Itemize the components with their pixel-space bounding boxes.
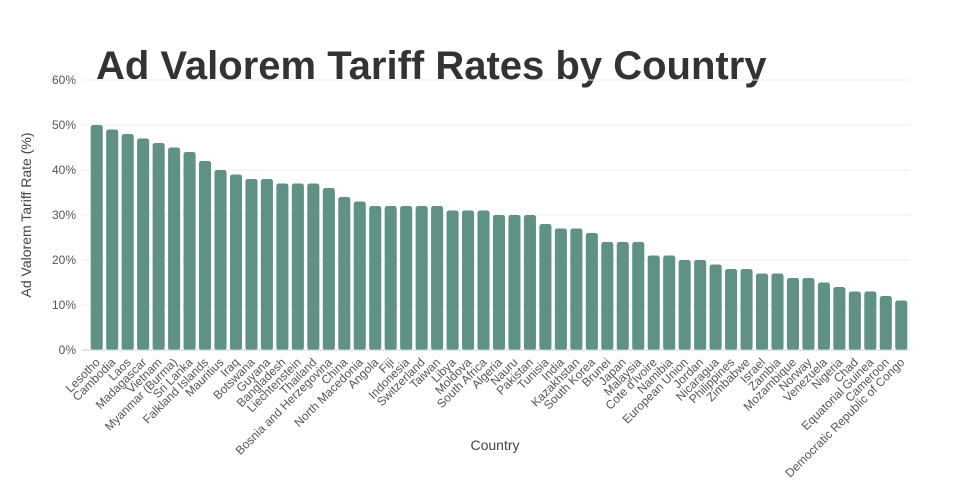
chart-title: Ad Valorem Tariff Rates by Country (96, 44, 767, 88)
bar (369, 206, 382, 350)
bar (90, 125, 103, 350)
bar (632, 242, 645, 350)
bar (709, 264, 722, 350)
bars (90, 125, 908, 350)
bar (168, 147, 181, 350)
bar (121, 134, 134, 350)
bar (353, 201, 366, 350)
bar (601, 242, 614, 350)
bar (616, 242, 629, 350)
bar (199, 161, 212, 350)
bar (864, 291, 877, 350)
bar (585, 233, 598, 350)
y-tick-label: 60% (52, 73, 76, 87)
y-axis-ticks: 0% 10% 20% 30% 40% 50% 60% (52, 73, 76, 357)
bar (771, 273, 784, 350)
bar (817, 282, 830, 350)
bar (137, 138, 150, 350)
bar (647, 255, 660, 350)
y-tick-label: 20% (52, 253, 76, 267)
bar (291, 183, 304, 350)
bar (554, 228, 567, 350)
bar (446, 210, 459, 350)
bar (338, 197, 351, 350)
bar (725, 269, 738, 350)
y-tick-label: 30% (52, 208, 76, 222)
bar (570, 228, 583, 350)
bar (183, 152, 196, 350)
bar (477, 210, 490, 350)
bar (462, 210, 475, 350)
bar (106, 129, 119, 350)
bar (895, 300, 908, 350)
bar (400, 206, 413, 350)
x-axis-label: Country (470, 437, 519, 453)
bar (214, 170, 227, 350)
bar (755, 273, 769, 350)
x-axis-ticks: LesothoCambodiaLaosMadagascarVietnamMyan… (63, 355, 908, 480)
bar (260, 179, 273, 350)
bar (492, 215, 506, 350)
bar (229, 174, 243, 350)
bar (848, 291, 861, 350)
bar (245, 179, 258, 350)
bar (833, 287, 846, 350)
bar (431, 206, 444, 350)
bar (322, 188, 335, 350)
bar (384, 206, 397, 350)
bar (415, 206, 428, 350)
y-tick-label: 40% (52, 163, 76, 177)
y-tick-label: 10% (52, 298, 76, 312)
y-tick-label: 0% (59, 343, 77, 357)
bar (694, 260, 707, 350)
bar (740, 269, 753, 350)
bar (276, 183, 289, 350)
bar (802, 278, 815, 350)
bar (508, 215, 521, 350)
bar (678, 260, 691, 350)
y-tick-label: 50% (52, 118, 76, 132)
bar (307, 183, 320, 350)
y-axis-label: Ad Valorem Tariff Rate (%) (18, 133, 34, 298)
bar (663, 255, 676, 350)
bar (539, 224, 552, 350)
bar (879, 296, 892, 350)
bar (523, 215, 536, 350)
bar (152, 143, 165, 350)
bar (786, 278, 799, 350)
